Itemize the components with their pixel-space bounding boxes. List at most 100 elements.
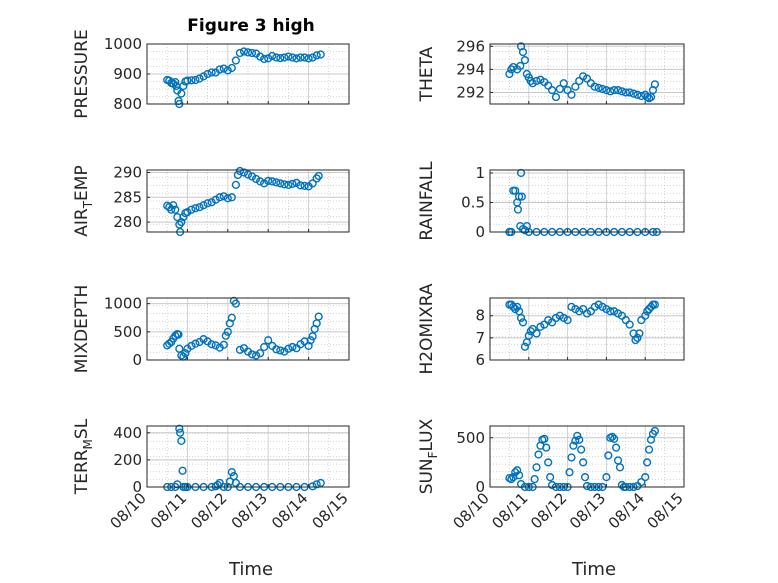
data-point <box>602 86 611 95</box>
data-point <box>312 51 321 60</box>
data-point <box>573 431 582 440</box>
data-point <box>641 473 650 482</box>
axes-box <box>489 169 685 233</box>
data-point <box>534 450 543 459</box>
data-point <box>256 177 265 186</box>
data-point <box>227 63 236 73</box>
y-tick-label: 400 <box>113 424 142 442</box>
data-point <box>644 445 654 454</box>
figure-title: Figure 3 high <box>187 16 315 36</box>
x-axis-label-left: Time <box>228 559 273 580</box>
x-tick-label: 08/11 <box>147 489 190 532</box>
data-point <box>565 468 574 477</box>
data-point <box>547 86 557 95</box>
data-point <box>625 88 634 97</box>
data-point <box>219 192 228 201</box>
data-point <box>183 76 192 85</box>
data-point <box>284 52 293 61</box>
data-point <box>643 458 652 467</box>
data-point <box>199 72 208 81</box>
y-axis-label: RAINFALL <box>417 161 437 241</box>
y-tick-label: 0 <box>132 351 142 369</box>
data-point <box>179 81 188 91</box>
data-point <box>227 313 236 322</box>
data-point <box>203 199 212 208</box>
data-point <box>563 316 572 325</box>
data-point <box>219 340 228 349</box>
data-point <box>650 80 660 89</box>
data-point <box>235 166 245 176</box>
data-point <box>518 47 528 57</box>
data-point <box>276 179 285 188</box>
y-axis-label: MIXDEPTH <box>72 285 92 374</box>
data-point <box>171 77 180 87</box>
data-point <box>260 179 269 188</box>
data-point <box>650 300 660 309</box>
data-point <box>264 336 273 345</box>
data-point <box>516 313 526 323</box>
data-point <box>308 482 317 491</box>
data-point <box>304 54 313 63</box>
data-point <box>517 192 526 201</box>
y-tick-label: 280 <box>113 213 142 231</box>
y-tick-label: 285 <box>113 188 142 206</box>
data-point <box>176 428 185 437</box>
data-point <box>559 79 568 88</box>
x-tick-label: 08/10 <box>107 489 150 532</box>
y-axis-label: THETA <box>417 46 437 102</box>
data-point <box>227 193 236 202</box>
data-point <box>514 471 524 480</box>
data-point <box>191 204 200 213</box>
data-point <box>296 181 305 190</box>
data-point <box>276 53 285 63</box>
x-tick-label: 08/13 <box>566 489 609 532</box>
y-tick-label: 7 <box>475 329 485 347</box>
data-point <box>526 76 535 86</box>
data-point <box>308 332 317 341</box>
data-point <box>580 473 590 482</box>
data-point <box>532 463 541 472</box>
data-point <box>251 174 261 184</box>
data-point <box>215 193 224 202</box>
y-tick-label: 0 <box>132 478 142 496</box>
data-point <box>608 432 617 441</box>
data-point <box>547 480 557 490</box>
data-point <box>247 350 257 359</box>
data-point <box>223 327 232 336</box>
data-point <box>598 84 607 94</box>
data-point <box>606 307 615 316</box>
data-point <box>602 473 611 482</box>
data-point <box>511 186 520 195</box>
data-point <box>187 76 196 85</box>
y-tick-label: 1000 <box>104 35 142 53</box>
y-tick-label: 8 <box>475 307 485 325</box>
data-point <box>594 83 603 92</box>
data-point <box>540 434 549 443</box>
subplot-rainfall: 0 0.5 1 RAINFALL <box>417 161 685 241</box>
data-point <box>520 56 530 65</box>
data-point <box>235 48 245 58</box>
data-point <box>505 69 514 79</box>
data-point <box>199 335 208 344</box>
data-point <box>203 69 212 79</box>
data-point <box>312 480 321 489</box>
subplot-mixdepth: 0 500 1000 MIXDEPTH <box>72 285 350 374</box>
subplot-theta: 292 294 296 THETA <box>417 37 685 105</box>
y-tick-label: 290 <box>113 163 142 181</box>
data-point <box>219 64 228 73</box>
data-point <box>615 463 625 472</box>
data-point <box>171 205 180 214</box>
data-point <box>284 344 293 353</box>
data-point <box>177 217 186 227</box>
x-tick-label: 08/12 <box>527 489 570 532</box>
data-point <box>520 342 530 351</box>
data-point <box>243 170 253 179</box>
data-point <box>211 341 220 350</box>
data-point <box>606 87 615 96</box>
data-point <box>231 180 240 189</box>
data-point <box>260 54 269 64</box>
data-point <box>579 458 588 467</box>
y-tick-label: 294 <box>456 60 485 78</box>
